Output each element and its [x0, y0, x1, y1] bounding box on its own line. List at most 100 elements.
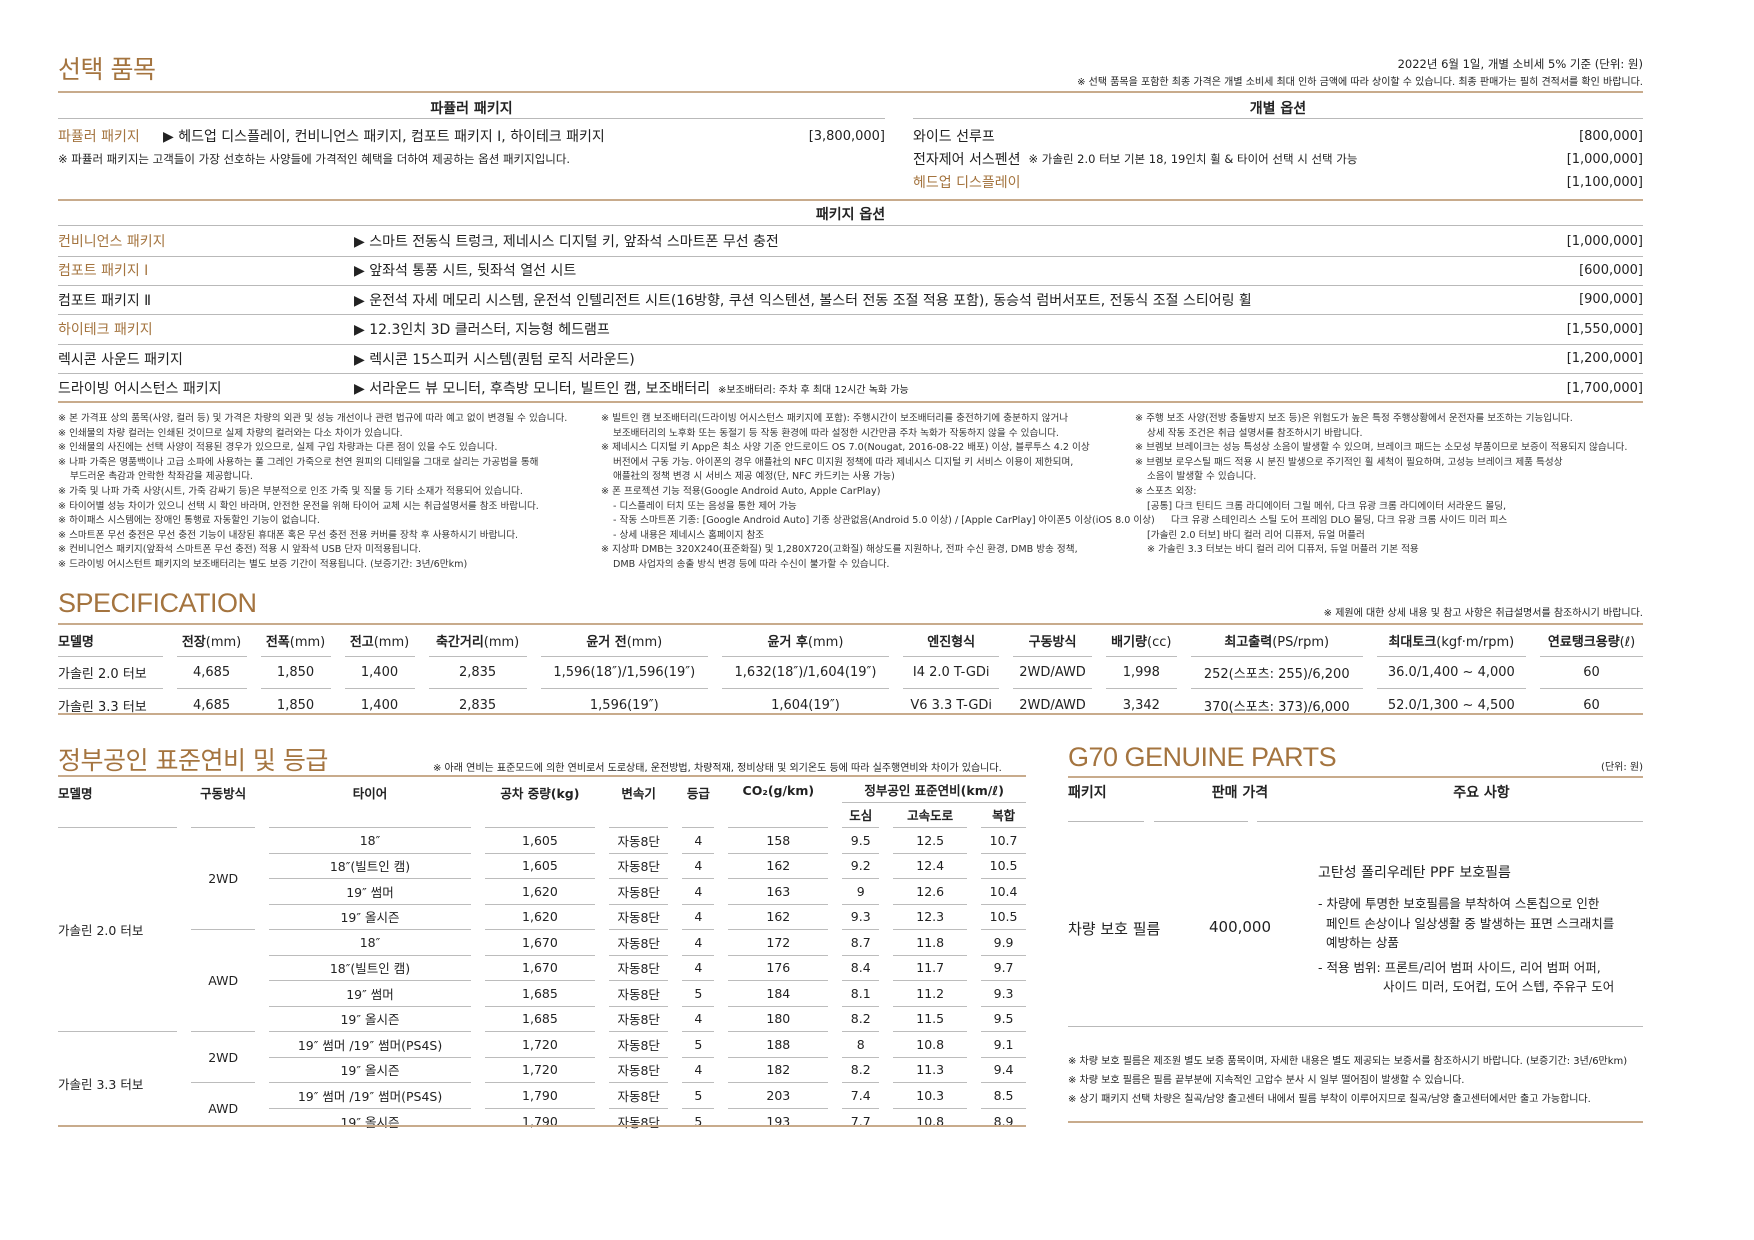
note-line: 버전에서 구동 가능. 아이폰의 경우 애플社의 NFC 미지원 정책에 따라 … — [613, 456, 1074, 468]
parts-note: ※ 상기 패키지 선택 차량은 칠곡/남양 출고센터 내에서 필름 부착이 이루… — [1068, 1094, 1591, 1105]
spec-cell: 60 — [1583, 697, 1600, 713]
fuel-row: 18″(빌트인 캠) 1,605 자동8단 4 162 9.2 12.4 10.5 — [58, 854, 1026, 879]
package-option-row: 드라이빙 어시스턴스 패키지 ▶ 서라운드 뷰 모니터, 후측방 모니터, 빌트인… — [58, 376, 1643, 400]
note-line: ※ 브렘보 로우스틸 패드 적용 시 분진 발생으로 주기적인 휠 세척이 필요… — [1135, 456, 1563, 468]
header-unit: (mm) — [373, 635, 410, 650]
fuel-cell: 1,620 — [484, 905, 596, 930]
spec-cell: 1,400 — [344, 657, 415, 689]
option-price: [1,100,000] — [1566, 174, 1643, 190]
fuel-cell: 11.5 — [893, 1007, 968, 1032]
fuel-cell: 19″ 썸머 /19″ 썸머(PS4S) — [269, 1083, 471, 1109]
fuel-header-comb: 복합 — [981, 803, 1026, 828]
spec-header-cell: 전폭(mm) — [260, 625, 331, 657]
fuel-cell: 10.8 — [916, 1113, 945, 1129]
fuel-cell: 193 — [766, 1113, 791, 1129]
fuel-cell: 11.3 — [893, 1058, 968, 1083]
spec-title: SPECIFICATION — [58, 588, 257, 618]
package-price: [1,200,000] — [1566, 351, 1643, 367]
popular-package-note: ※ 파퓰러 패키지는 고객들이 가장 선호하는 사양들에 가격적인 혜택을 더하… — [58, 152, 571, 166]
fuel-header-efficiency: 정부공인 표준연비(km/ℓ) — [842, 777, 1026, 803]
header-unit: (kgf·m/rpm) — [1436, 635, 1515, 650]
spec-cell: V6 3.3 T-GDi — [910, 697, 993, 713]
spec-cell: 2WD/AWD — [1019, 697, 1086, 713]
fuel-cell: 8.1 — [842, 981, 880, 1007]
note-line: [가솔린 2.0 터보] 바디 컬러 리어 디퓨저, 듀얼 머플러 — [1147, 529, 1365, 541]
divider — [58, 314, 1643, 316]
fuel-cell: 172 — [728, 930, 829, 956]
fuel-cell: 1,720 — [484, 1032, 596, 1058]
fuel-cell: 162 — [728, 854, 829, 879]
spec-header-cell: 윤거 전(mm) — [540, 625, 708, 657]
spec-header-cell: 축간거리(mm) — [428, 625, 527, 657]
note-line: 부드러운 촉감과 안락한 착좌감을 제공합니다. — [70, 471, 253, 483]
option-name: 전자제어 서스펜션 — [913, 152, 1021, 168]
fuel-cell: 18″ — [269, 930, 471, 956]
note-line: 상세 작동 조건은 취급 설명서를 참조하시기 바랍니다. — [1147, 427, 1363, 439]
spec-header-cell: 배기량(cc) — [1105, 625, 1177, 657]
fuel-cell: 10.3 — [893, 1083, 968, 1109]
divider — [1068, 821, 1144, 822]
note-line: ※ 하이패스 시스템에는 장애인 통행료 자동할인 기능이 없습니다. — [58, 515, 320, 527]
header-label: 최대토크 — [1388, 635, 1437, 650]
fuel-header-drive: 구동방식 — [191, 777, 256, 828]
fuel-cell: 9.9 — [981, 930, 1026, 956]
spec-header-cell: 모델명 — [58, 625, 163, 657]
divider — [58, 775, 1026, 777]
spec-header-row: 모델명 전장(mm) 전폭(mm) 전고(mm) 축간거리(mm) 윤거 전(mm) 윤거 … — [58, 625, 1643, 657]
fuel-cell: 4 — [682, 828, 715, 854]
spec-cell: 1,998 — [1105, 657, 1177, 689]
fuel-row: AWD 18″ 1,670 자동8단 4 172 8.7 11.8 9.9 — [58, 930, 1026, 1032]
fuel-cell: 자동8단 — [609, 905, 669, 930]
spec-cell: 1,596(19″) — [589, 697, 659, 713]
fuel-cell: 자동8단 — [617, 1114, 660, 1130]
fuel-note: ※ 아래 연비는 표준모드에 의한 연비로서 도로상태, 운전방법, 차량적재,… — [433, 763, 1002, 774]
fuel-header-weight: 공차 중량(kg) — [484, 777, 596, 828]
package-desc: ▶ 렉시콘 15스피커 시스템(퀀텀 로직 서라운드) — [354, 351, 635, 368]
options-title: 선택 품목 — [58, 55, 156, 84]
package-name: 컨비니언스 패키지 — [58, 234, 166, 250]
divider — [913, 118, 1643, 119]
fuel-cell: 203 — [728, 1083, 829, 1109]
note-line: ※ 컨비니언스 패키지(앞좌석 스마트폰 무선 충전) 적용 시 앞좌석 USB… — [58, 544, 422, 556]
fuel-cell: 182 — [728, 1058, 829, 1083]
fuel-cell: 12.4 — [893, 854, 968, 879]
note-line: ※ 빌트인 캠 보조배터리(드라이빙 어시스턴스 패키지에 포함): 주행시간이… — [601, 413, 1069, 424]
individual-option-row: 와이드 선루프 [800,000] — [913, 124, 1643, 148]
spec-cell: 4,685 — [192, 697, 231, 713]
fuel-cell: 1,605 — [484, 828, 596, 854]
parts-item-desc-title: 고탄성 폴리우레탄 PPF 보호필름 — [1318, 865, 1511, 881]
note-line: ※ 지상파 DMB는 320X240(표준화질) 및 1,280X720(고화질… — [601, 544, 1078, 556]
spec-cell: 1,850 — [260, 657, 331, 689]
divider — [58, 118, 885, 119]
fuel-cell: 자동8단 — [609, 854, 669, 879]
note-line: ※ 폰 프로젝션 기능 적용(Google Android Auto, Appl… — [601, 485, 881, 497]
note-line: ※ 인쇄물의 차량 컬러는 인쇄된 것이므로 실제 차량의 컬러와는 다소 차이… — [58, 427, 403, 439]
package-note: ※보조배터리: 주차 후 최대 12시간 녹화 가능 — [717, 384, 909, 396]
fuel-cell: 자동8단 — [609, 981, 669, 1007]
option-price: [800,000] — [1579, 128, 1643, 144]
fuel-row: 19″ 썸머 1,620 자동8단 4 163 9 12.6 10.4 — [58, 879, 1026, 905]
note-line: ※ 가솔린 3.3 터보는 바디 컬러 리어 디퓨저, 듀얼 머플러 기본 적용 — [1147, 544, 1419, 556]
spec-header-cell: 윤거 후(mm) — [721, 625, 890, 657]
fuel-cell: 19″ 올시즌 — [269, 905, 471, 930]
header-unit: (cc) — [1147, 635, 1172, 650]
spec-header-cell: 구동방식 — [1013, 625, 1092, 657]
package-options-header: 패키지 옵션 — [815, 207, 886, 223]
fuel-header-hwy: 고속도로 — [893, 803, 968, 828]
fuel-cell: 자동8단 — [609, 879, 669, 905]
fuel-cell: 1,720 — [484, 1058, 596, 1083]
package-option-row: 컴포트 패키지 Ⅱ ▶ 운전석 자세 메모리 시스템, 운전석 인텔리전트 시트(… — [58, 288, 1643, 312]
option-note: ※ 가솔린 2.0 터보 기본 18, 19인치 휠 & 타이어 선택 시 선택… — [1028, 152, 1358, 166]
fuel-row: 가솔린 2.0 터보 2WD 18″ 1,605 자동8단 4 158 9.5 12.5 10.7 — [58, 828, 1026, 1032]
parts-unit: (단위: 원) — [1601, 762, 1643, 773]
spec-cell: 4,685 — [176, 657, 247, 689]
spec-table: 모델명 전장(mm) 전폭(mm) 전고(mm) 축간거리(mm) 윤거 전(mm) 윤거 … — [44, 625, 1657, 721]
spec-row: 가솔린 3.3 터보 4,685 1,850 1,400 2,835 1,596(19″)… — [58, 689, 1643, 721]
fuel-cell: 자동8단 — [609, 1007, 669, 1032]
fuel-cell: 18″ — [269, 828, 471, 854]
popular-header: 파퓰러 패키지 — [430, 101, 513, 117]
notes-column: ※ 본 가격표 상의 품목(사양, 컬러 등) 및 가격은 차량의 외관 및 성… — [58, 412, 567, 573]
spec-cell: 1,850 — [276, 697, 315, 713]
fuel-header-co2: CO₂(g/km) — [728, 777, 829, 828]
fuel-cell: 자동8단 — [609, 956, 669, 981]
